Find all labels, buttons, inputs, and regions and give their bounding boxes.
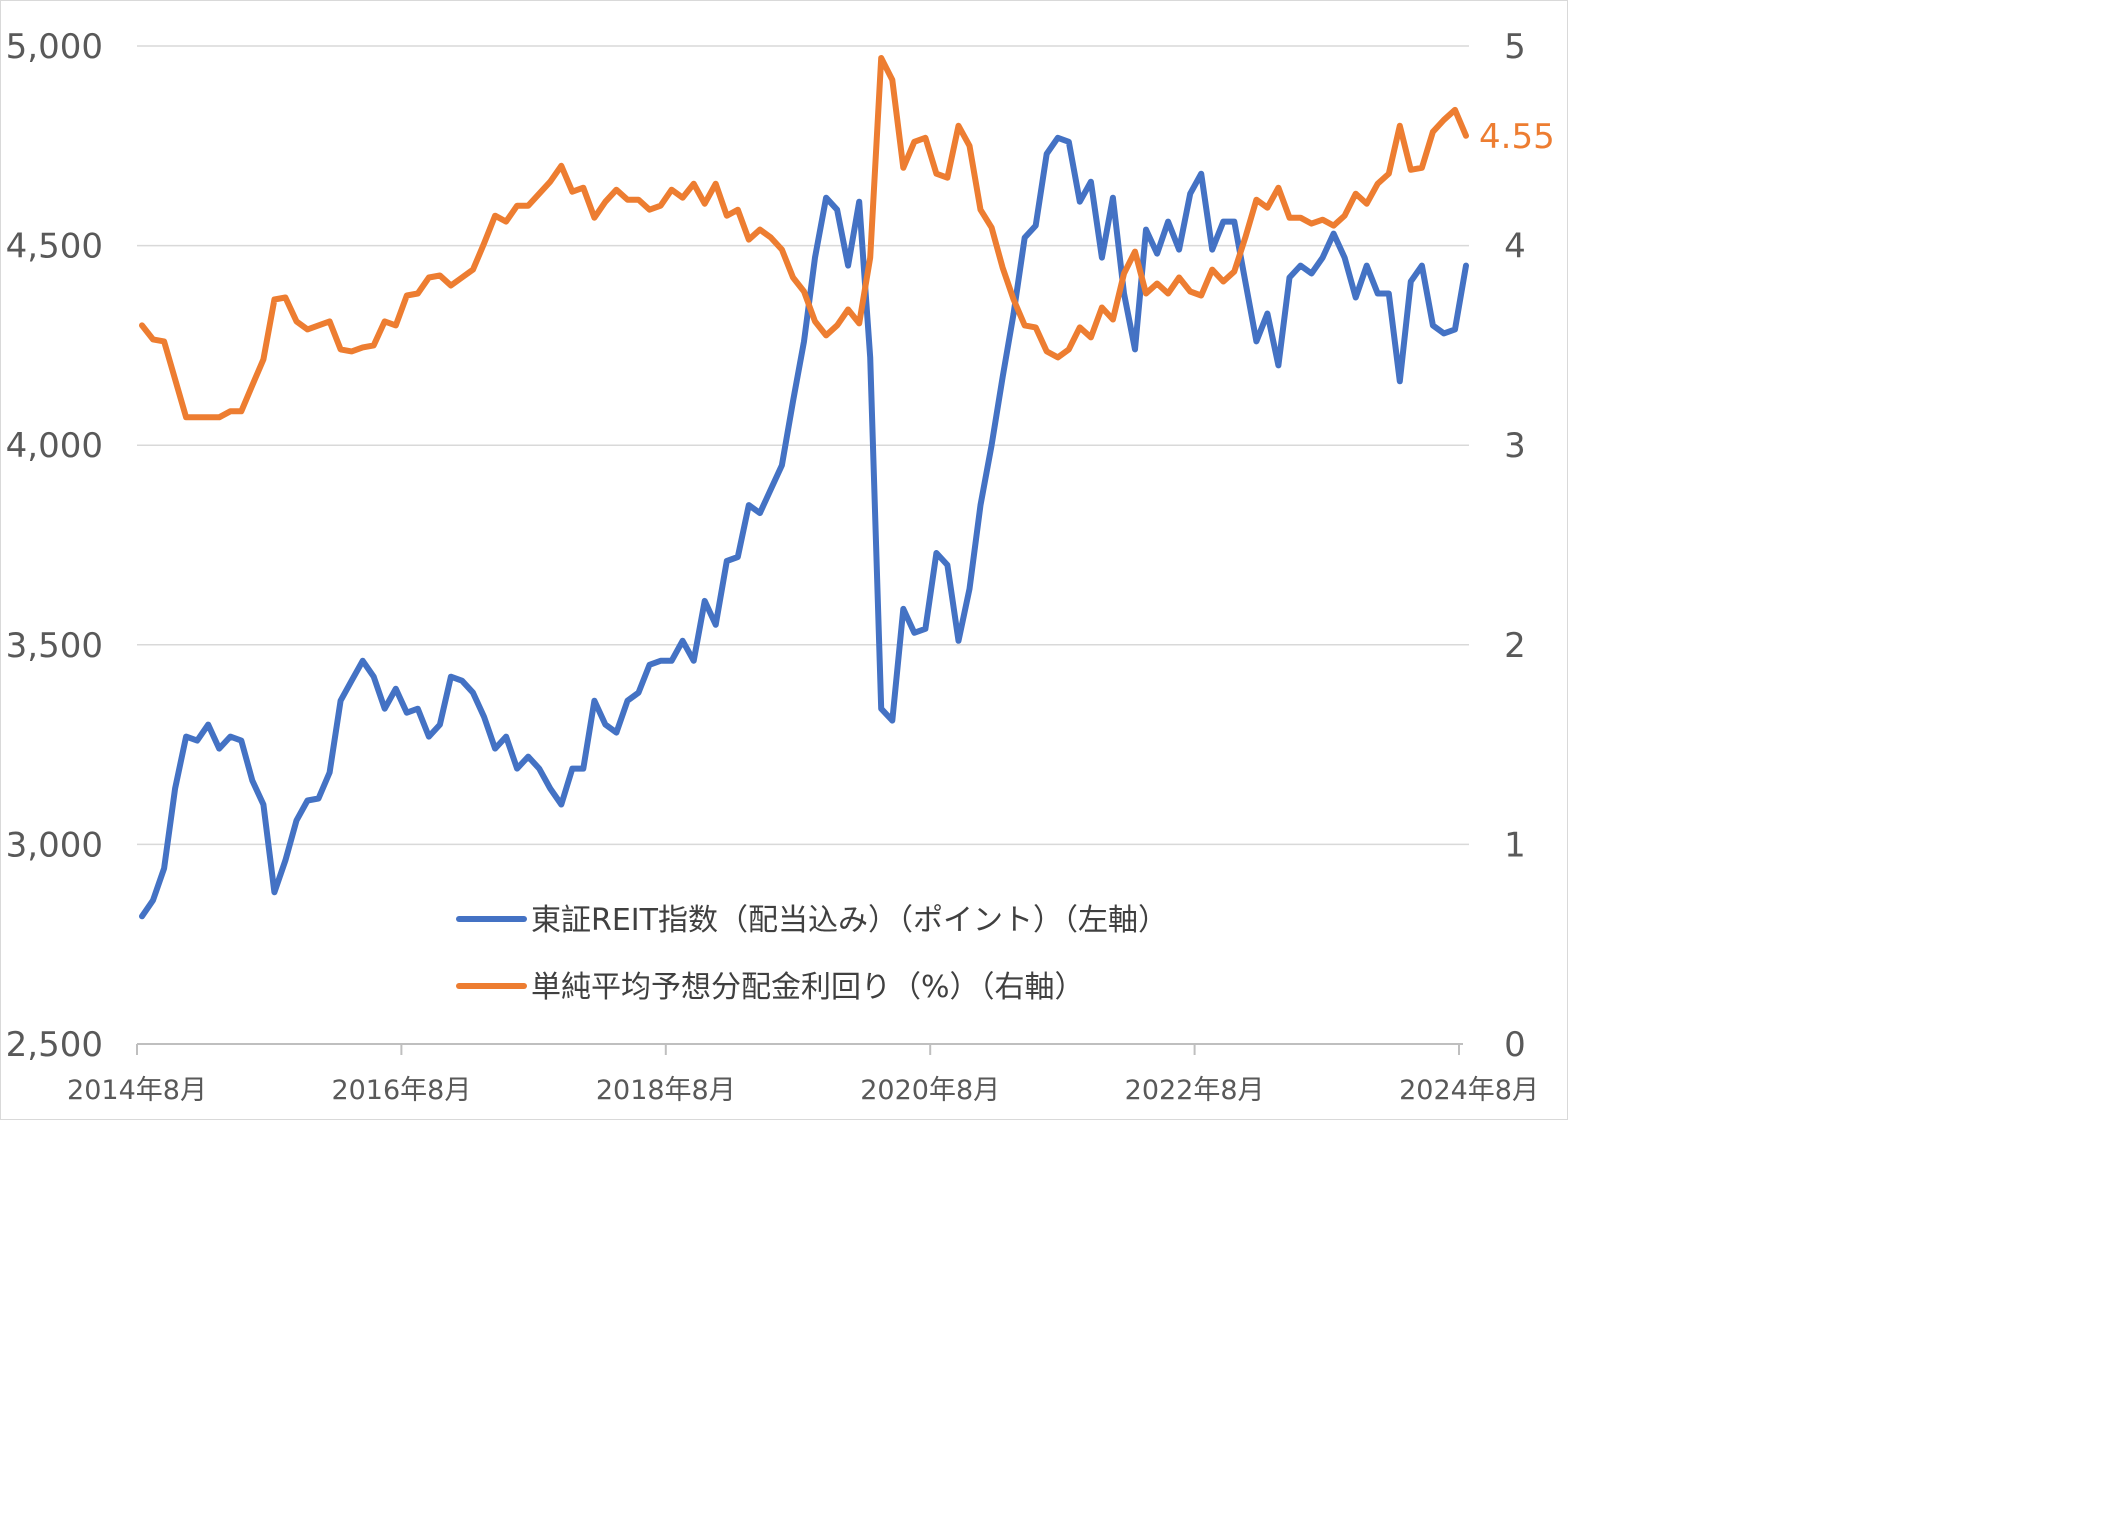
x-tick-label: 2022年8月 <box>1125 1075 1265 1106</box>
y-left-tick-label: 3,000 <box>6 825 103 865</box>
x-tick-label: 2024年8月 <box>1399 1075 1539 1106</box>
x-tick-label: 2014年8月 <box>67 1075 207 1106</box>
y-left-tick-label: 4,000 <box>6 426 103 466</box>
reit-index-line <box>139 134 1469 920</box>
y-right-tick-label: 1 <box>1504 825 1526 865</box>
x-tick-label: 2016年8月 <box>331 1075 471 1106</box>
y-right-tick-label: 4 <box>1504 227 1526 267</box>
y-right-tick-label: 0 <box>1504 1025 1526 1065</box>
y-right-tick-label: 2 <box>1504 626 1526 666</box>
chart-frame: 2,500 3,000 3,500 4,000 4,500 5,000 0 1 2 3 4 5 20… <box>0 0 1568 1120</box>
legend-label-reit: 東証REIT指数（配当込み）（ポイント）（左軸） <box>531 903 1168 938</box>
dividend-yield-line <box>139 55 1469 421</box>
line-chart: 2,500 3,000 3,500 4,000 4,500 5,000 0 1 2 3 4 5 20… <box>6 27 1555 1106</box>
legend-label-yield: 単純平均予想分配金利回り（%）（右軸） <box>531 970 1085 1005</box>
y-left-tick-label: 2,500 <box>6 1025 103 1065</box>
dividend-yield-end-label: 4.55 <box>1479 117 1555 157</box>
y-left-tick-label: 3,500 <box>6 626 103 666</box>
y-right-tick-label: 5 <box>1504 27 1526 67</box>
x-tick-label: 2020年8月 <box>860 1075 1000 1106</box>
y-left-tick-label: 5,000 <box>6 27 103 67</box>
x-tick-label: 2018年8月 <box>596 1075 736 1106</box>
y-right-tick-label: 3 <box>1504 426 1526 466</box>
y-left-tick-label: 4,500 <box>6 227 103 267</box>
